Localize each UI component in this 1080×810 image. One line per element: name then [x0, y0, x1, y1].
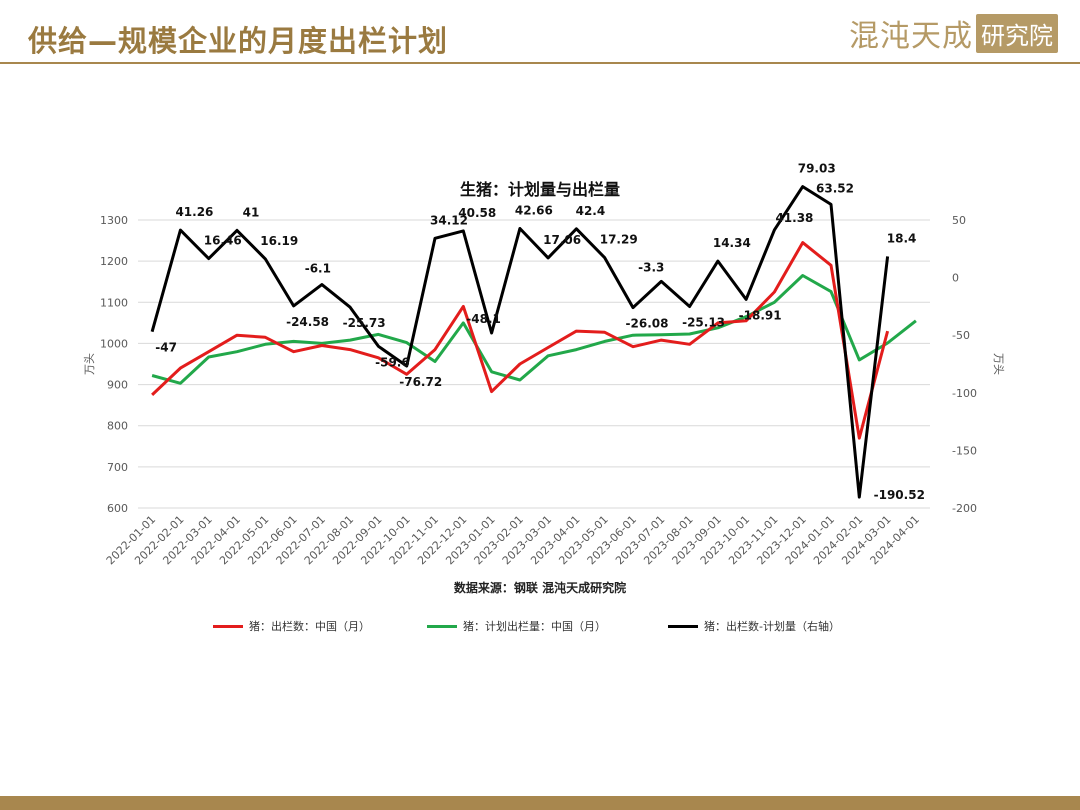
series-line-plan	[151, 274, 917, 385]
data-label-diff: 14.34	[713, 236, 751, 250]
data-label-diff: 18.4	[887, 231, 917, 245]
legend-label-diff: 猪：出栏数-计划量（右轴）	[704, 620, 840, 633]
header-divider	[0, 62, 1080, 64]
chart-title: 生猪：计划量与出栏量	[460, 180, 620, 199]
data-label-diff: 42.66	[515, 203, 553, 217]
series-line-actual	[151, 241, 890, 440]
data-label-diff: 41.26	[175, 205, 213, 219]
data-label-diff: -18.91	[739, 308, 782, 322]
y2-tick-label: -150	[952, 444, 977, 457]
y-tick-label: 900	[107, 379, 128, 392]
data-label-diff: 17.06	[543, 233, 581, 247]
data-label-diff: -25.13	[682, 316, 725, 330]
data-label-diff: 42.4	[576, 204, 606, 218]
data-label-diff: 17.29	[600, 233, 638, 247]
y-tick-label: 1000	[100, 337, 128, 350]
data-label-diff: -47	[155, 341, 177, 355]
legend-swatch-actual	[213, 624, 243, 628]
y-tick-label: 1100	[100, 296, 128, 309]
data-label-diff: -24.58	[286, 315, 329, 329]
data-label-diff: 63.52	[816, 181, 854, 195]
data-label-diff: 41.38	[775, 211, 813, 225]
y2-tick-label: -50	[952, 329, 970, 342]
legend-item-plan: 猪：计划出栏量：中国（月）	[427, 618, 606, 634]
y2-axis-label: 万头	[992, 353, 1005, 375]
y2-tick-label: 50	[952, 214, 966, 227]
data-label-diff: 41	[243, 205, 260, 219]
data-label-diff: -190.52	[874, 488, 925, 502]
data-label-diff: 34.12	[430, 213, 468, 227]
y-tick-label: 1200	[100, 255, 128, 268]
chart-source-note: 数据来源：钢联 混沌天成研究院	[454, 580, 626, 595]
brand-logo: 混沌天成 研究院	[849, 13, 1058, 54]
y2-tick-label: -200	[952, 502, 977, 515]
y2-tick-label: -100	[952, 387, 977, 400]
data-label-diff: -3.3	[638, 260, 664, 274]
y-tick-label: 800	[107, 420, 128, 433]
data-label-diff: -6.1	[305, 262, 331, 276]
legend-label-actual: 猪：出栏数：中国（月）	[249, 620, 370, 633]
brand-name: 混沌天成	[849, 19, 973, 54]
y-tick-label: 600	[107, 502, 128, 515]
chart-legend: 猪：出栏数：中国（月） 猪：计划出栏量：中国（月） 猪：出栏数-计划量（右轴）	[0, 618, 1080, 638]
data-label-diff: -26.08	[626, 317, 669, 331]
y2-tick-label: 0	[952, 272, 959, 285]
data-label-diff: 16.19	[260, 234, 298, 248]
page-header: 供给—规模企业的月度出栏计划 混沌天成 研究院	[0, 0, 1080, 62]
data-label-diff: -76.72	[399, 375, 442, 389]
data-label-diff: 40.58	[458, 206, 496, 220]
footer-bar	[0, 796, 1080, 810]
legend-swatch-diff	[668, 624, 698, 628]
page-title: 供给—规模企业的月度出栏计划	[28, 24, 449, 58]
legend-item-diff: 猪：出栏数-计划量（右轴）	[668, 618, 840, 634]
brand-seal: 研究院	[976, 13, 1058, 53]
y-tick-label: 700	[107, 461, 128, 474]
data-label-diff: -48.1	[466, 312, 501, 326]
y-tick-label: 1300	[100, 214, 128, 227]
y-axis-label: 万头	[83, 353, 96, 375]
series-line-diff	[150, 185, 890, 499]
legend-label-plan: 猪：计划出栏量：中国（月）	[463, 620, 606, 633]
legend-item-actual: 猪：出栏数：中国（月）	[213, 618, 370, 634]
data-label-diff: 79.03	[798, 162, 836, 176]
data-label-diff: -25.73	[343, 316, 386, 330]
legend-swatch-plan	[427, 624, 457, 628]
data-label-diff: 16.46	[204, 234, 242, 248]
data-label-diff: -59.6	[375, 355, 410, 369]
